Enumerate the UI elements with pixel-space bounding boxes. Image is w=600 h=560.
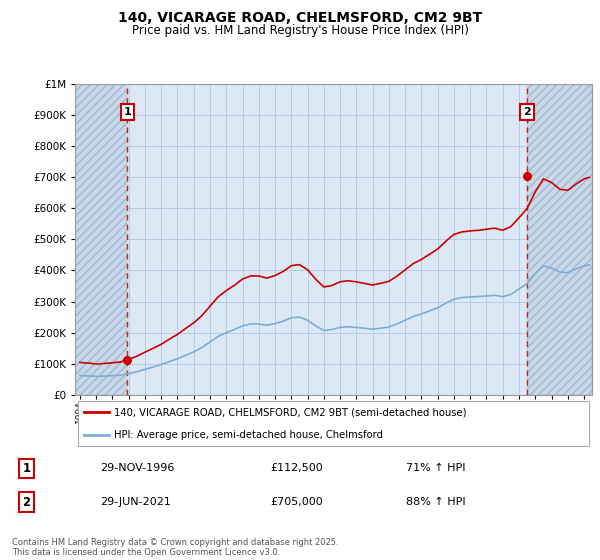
Bar — [75, 84, 127, 395]
Text: Contains HM Land Registry data © Crown copyright and database right 2025.
This d: Contains HM Land Registry data © Crown c… — [12, 538, 338, 557]
Text: 2: 2 — [523, 107, 531, 117]
Text: 140, VICARAGE ROAD, CHELMSFORD, CM2 9BT (semi-detached house): 140, VICARAGE ROAD, CHELMSFORD, CM2 9BT … — [114, 407, 466, 417]
Text: £705,000: £705,000 — [271, 497, 323, 507]
Text: 1: 1 — [23, 462, 31, 475]
Text: 2: 2 — [23, 496, 31, 508]
Text: Price paid vs. HM Land Registry's House Price Index (HPI): Price paid vs. HM Land Registry's House … — [131, 24, 469, 36]
Text: 29-JUN-2021: 29-JUN-2021 — [100, 497, 171, 507]
Text: 88% ↑ HPI: 88% ↑ HPI — [406, 497, 466, 507]
FancyBboxPatch shape — [77, 401, 589, 446]
Text: HPI: Average price, semi-detached house, Chelmsford: HPI: Average price, semi-detached house,… — [114, 430, 383, 440]
Text: 29-NOV-1996: 29-NOV-1996 — [100, 464, 175, 473]
Text: £112,500: £112,500 — [271, 464, 323, 473]
Text: 1: 1 — [124, 107, 131, 117]
Text: 71% ↑ HPI: 71% ↑ HPI — [406, 464, 466, 473]
Text: 140, VICARAGE ROAD, CHELMSFORD, CM2 9BT: 140, VICARAGE ROAD, CHELMSFORD, CM2 9BT — [118, 11, 482, 25]
Bar — [527, 84, 592, 395]
